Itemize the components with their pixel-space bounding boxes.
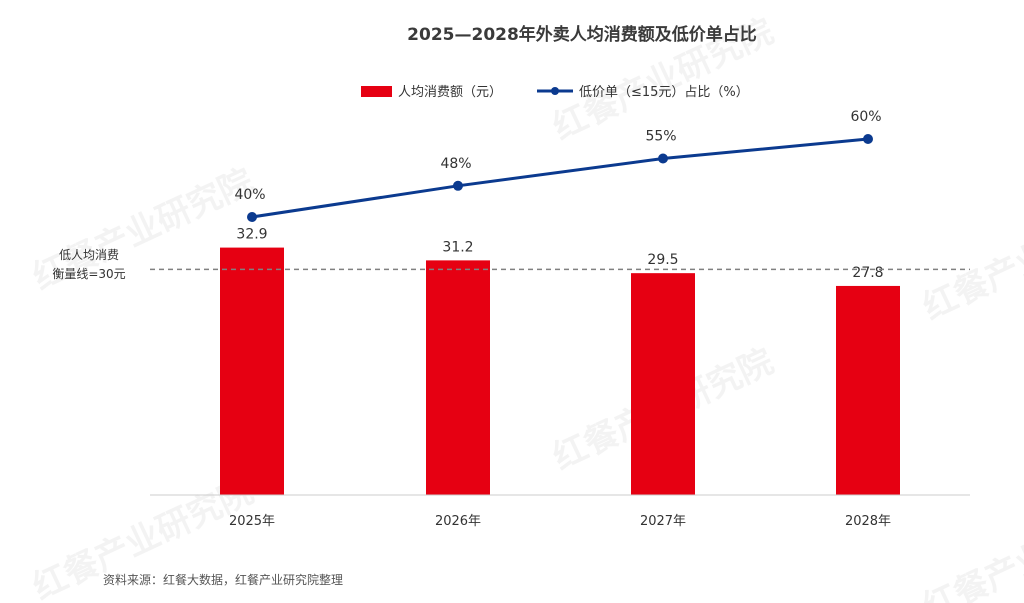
line-value-label: 48% [440, 156, 471, 172]
bar [836, 285, 900, 495]
line-point [247, 212, 257, 222]
line-value-label: 60% [850, 109, 881, 125]
line-series [251, 137, 869, 219]
watermark-text: 红餐产业研究院 [917, 191, 1024, 328]
watermark-text: 红餐产业研究院 [917, 491, 1024, 603]
legend-label-line: 低价单（≤15元）占比（%） [579, 85, 749, 100]
chart-title: 2025—2028年外卖人均消费额及低价单占比 [407, 24, 757, 45]
bar [631, 273, 695, 495]
x-tick-label: 2026年 [435, 514, 481, 529]
x-tick-label: 2028年 [845, 514, 891, 529]
line-value-labels: 40% 48% 55% 60% [234, 109, 881, 203]
legend-label-bar: 人均消费额（元） [398, 85, 502, 100]
x-tick-label: 2027年 [640, 514, 686, 529]
x-tick-label: 2025年 [229, 514, 275, 529]
legend: 人均消费额（元） 低价单（≤15元）占比（%） [361, 85, 749, 100]
x-axis-ticks: 2025年 2026年 2027年 2028年 [229, 514, 891, 529]
bar-value-label: 27.8 [852, 265, 883, 281]
source-note: 资料来源：红餐大数据，红餐产业研究院整理 [103, 572, 343, 587]
legend-swatch-bar [361, 86, 392, 97]
line-point [863, 134, 873, 144]
line-point [658, 153, 668, 164]
bar [220, 247, 284, 495]
legend-swatch-marker [551, 87, 559, 95]
line-markers [247, 134, 873, 222]
line-point [453, 180, 463, 191]
line-value-label: 40% [234, 187, 265, 203]
bar-value-label: 32.9 [236, 227, 267, 243]
bar-value-labels: 32.9 31.2 29.5 27.8 [236, 227, 883, 281]
bar-value-label: 29.5 [647, 252, 678, 268]
reference-label-line2: 衡量线=30元 [52, 267, 125, 281]
reference-label-line1: 低人均消费 [59, 248, 119, 262]
line-value-label: 55% [645, 129, 676, 145]
bar-value-label: 31.2 [442, 239, 473, 255]
bar-series [220, 247, 900, 495]
bar [426, 260, 490, 495]
